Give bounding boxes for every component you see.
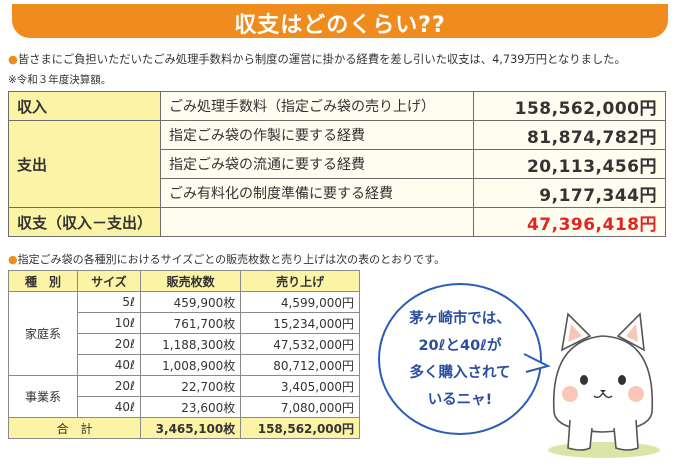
cat-mascot-icon <box>548 312 660 458</box>
household-label: 家庭系 <box>8 291 78 376</box>
table-row: 10ℓ 761,700枚 15,234,000円 <box>9 312 360 334</box>
revenue-cell: 3,405,000円 <box>240 375 360 397</box>
total-revenue: 158,562,000円 <box>240 417 360 439</box>
expense-label: 支出 <box>8 120 161 208</box>
balance-table: 収入 ごみ処理手数料（指定ごみ袋の売り上げ） 158,562,000円 支出 指… <box>8 91 666 237</box>
table-row: 20ℓ 1,188,300枚 47,532,000円 <box>9 333 360 355</box>
bullet-icon: ● <box>8 253 18 266</box>
total-label: 合 計 <box>8 417 141 439</box>
table-row: 家庭系 5ℓ 459,900枚 4,599,000円 <box>8 291 360 376</box>
revenue-cell: 80,712,000円 <box>240 354 360 376</box>
count-cell: 1,188,300枚 <box>139 333 242 355</box>
revenue-cell: 15,234,000円 <box>240 312 360 334</box>
sales-intro-text: 指定ごみ袋の各種別におけるサイズごとの販売枚数と売り上げは次の表のとおりです。 <box>17 253 446 266</box>
intro-sentence: 皆さまにご負担いただいたごみ処理手数料から制度の運営に掛かる経費を差し引いた収支… <box>17 53 626 66</box>
net-amount: 47,396,418円 <box>473 207 666 237</box>
size-cell: 5ℓ <box>77 291 141 313</box>
size-cell: 10ℓ <box>77 312 141 334</box>
net-row: 収支（収入－支出） 47,396,418円 <box>8 207 666 237</box>
speech-line: 茅ヶ崎市では、 <box>409 311 511 327</box>
fiscal-note: ※令和３年度決算額。 <box>8 74 112 86</box>
speech-bubble <box>378 283 542 435</box>
count-cell: 761,700枚 <box>139 312 242 334</box>
intro-text: ●皆さまにご負担いただいたごみ処理手数料から制度の運営に掛かる経費を差し引いた収… <box>8 51 678 67</box>
col-header-size: サイズ <box>77 270 141 292</box>
revenue-cell: 7,080,000円 <box>240 396 360 418</box>
revenue-cell: 4,599,000円 <box>240 291 360 313</box>
speech-line: 多く購入されて <box>409 365 511 381</box>
count-cell: 23,600枚 <box>139 396 242 418</box>
count-cell: 22,700枚 <box>139 375 242 397</box>
count-cell: 1,008,900枚 <box>139 354 242 376</box>
size-cell: 20ℓ <box>77 375 141 397</box>
expense-item: 指定ごみ袋の作製に要する経費 <box>160 120 474 150</box>
expense-item: ごみ有料化の制度準備に要する経費 <box>160 178 474 208</box>
expense-row: 指定ごみ袋の流通に要する経費 20,113,456円 <box>9 149 666 179</box>
business-label: 事業系 <box>8 375 78 418</box>
col-header-type: 種 別 <box>8 270 78 292</box>
sales-intro: ●指定ごみ袋の各種別におけるサイズごとの販売枚数と売り上げは次の表のとおりです。 <box>8 251 445 267</box>
size-cell: 40ℓ <box>77 396 141 418</box>
bullet-icon: ● <box>8 53 18 66</box>
size-cell: 20ℓ <box>77 333 141 355</box>
size-cell: 40ℓ <box>77 354 141 376</box>
total-row: 合 計 3,465,100枚 158,562,000円 <box>8 417 360 439</box>
expense-row: 支出 指定ごみ袋の作製に要する経費 81,874,782円 <box>8 120 666 208</box>
speech-line: 20ℓと40ℓが <box>418 338 502 354</box>
sales-header-row: 種 別 サイズ 販売枚数 売り上げ <box>8 270 360 292</box>
expense-item: 指定ごみ袋の流通に要する経費 <box>160 149 474 179</box>
expense-amount: 81,874,782円 <box>473 120 666 150</box>
col-header-count: 販売枚数 <box>139 270 242 292</box>
speech-bubble-tail <box>522 353 551 373</box>
page-title: 収支はどのくらい?? <box>234 13 446 38</box>
expense-amount: 20,113,456円 <box>473 149 666 179</box>
total-count: 3,465,100枚 <box>139 417 242 439</box>
table-row: 事業系 20ℓ 22,700枚 3,405,000円 <box>8 375 360 418</box>
expense-row: ごみ有料化の制度準備に要する経費 9,177,344円 <box>9 178 666 208</box>
net-spacer <box>160 207 474 237</box>
speech-line: いるニャ! <box>427 392 493 408</box>
income-row: 収入 ごみ処理手数料（指定ごみ袋の売り上げ） 158,562,000円 <box>8 91 666 121</box>
count-cell: 459,900枚 <box>139 291 242 313</box>
speech-text: 茅ヶ崎市では、 20ℓと40ℓが 多く購入されて いるニャ! <box>378 306 542 414</box>
table-row: 40ℓ 23,600枚 7,080,000円 <box>9 396 360 418</box>
income-item: ごみ処理手数料（指定ごみ袋の売り上げ） <box>160 91 474 121</box>
expense-amount: 9,177,344円 <box>473 178 666 208</box>
income-label: 収入 <box>8 91 161 121</box>
title-banner <box>12 4 668 38</box>
sales-table: 種 別 サイズ 販売枚数 売り上げ 家庭系 5ℓ 459,900枚 4,599,… <box>8 270 360 439</box>
revenue-cell: 47,532,000円 <box>240 333 360 355</box>
income-amount: 158,562,000円 <box>473 91 666 121</box>
net-label: 収支（収入－支出） <box>8 207 161 237</box>
col-header-revenue: 売り上げ <box>240 270 360 292</box>
